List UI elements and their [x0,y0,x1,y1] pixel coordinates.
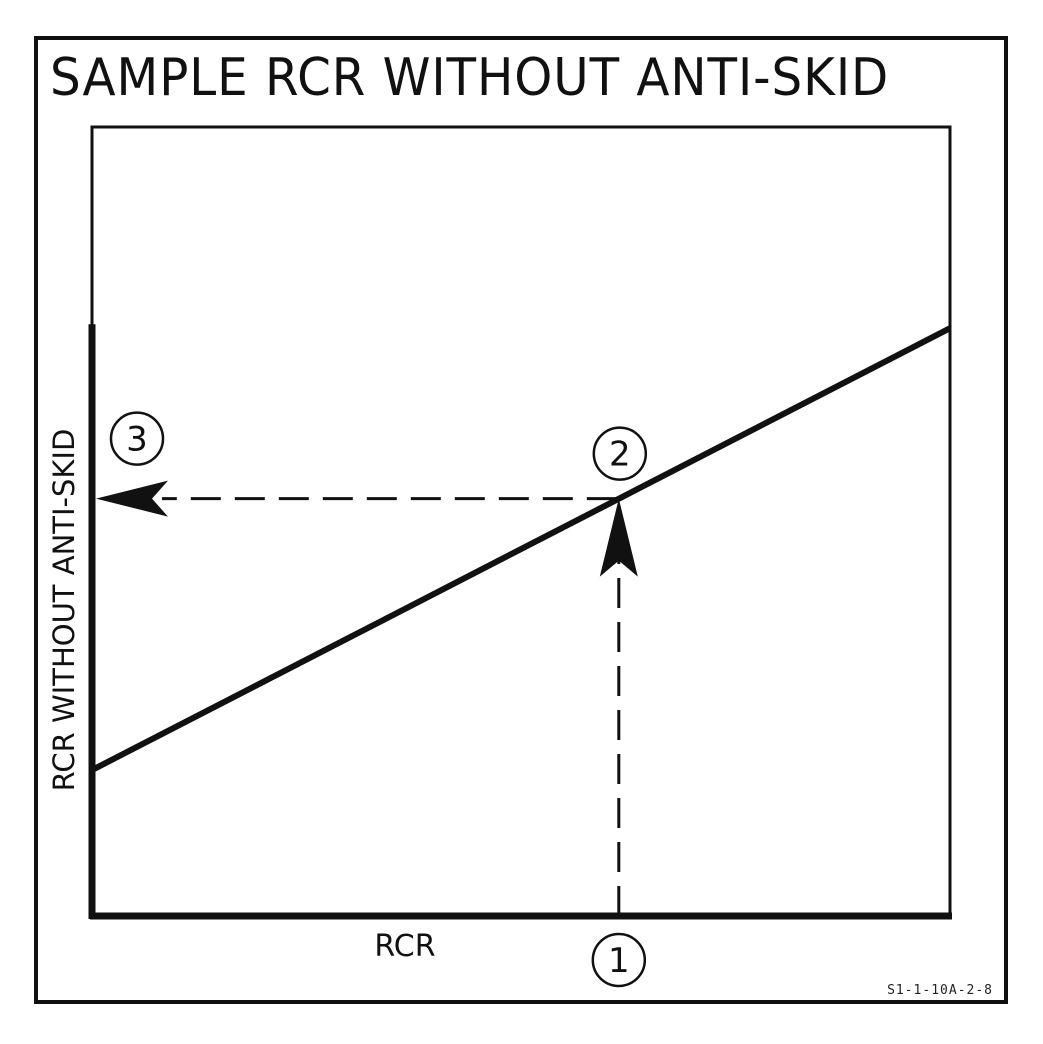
up-arrowhead [599,498,638,577]
step-2-marker-circle [592,426,648,481]
x-axis-label: RCR [374,929,435,964]
y-axis-label: RCR WITHOUT ANTI-SKID [47,429,81,792]
step-3-marker-circle [109,411,165,466]
series-line [90,325,952,773]
plot-layer: 1 2 3 RCR RCR WITHOUT ANTI-SKID [47,125,952,988]
step-3-marker-label: 3 [126,420,148,460]
step-1-marker-label: 1 [608,941,630,981]
step-2-marker-label: 2 [609,435,631,475]
figure-id: S1-1-10A-2-8 [887,983,993,998]
figure-frame [34,36,1008,1004]
chart-title: SAMPLE RCR WITHOUT ANTI-SKID [50,48,890,108]
step-1-marker-circle [591,932,647,988]
plot-frame [90,125,952,918]
left-arrowhead [96,480,168,517]
